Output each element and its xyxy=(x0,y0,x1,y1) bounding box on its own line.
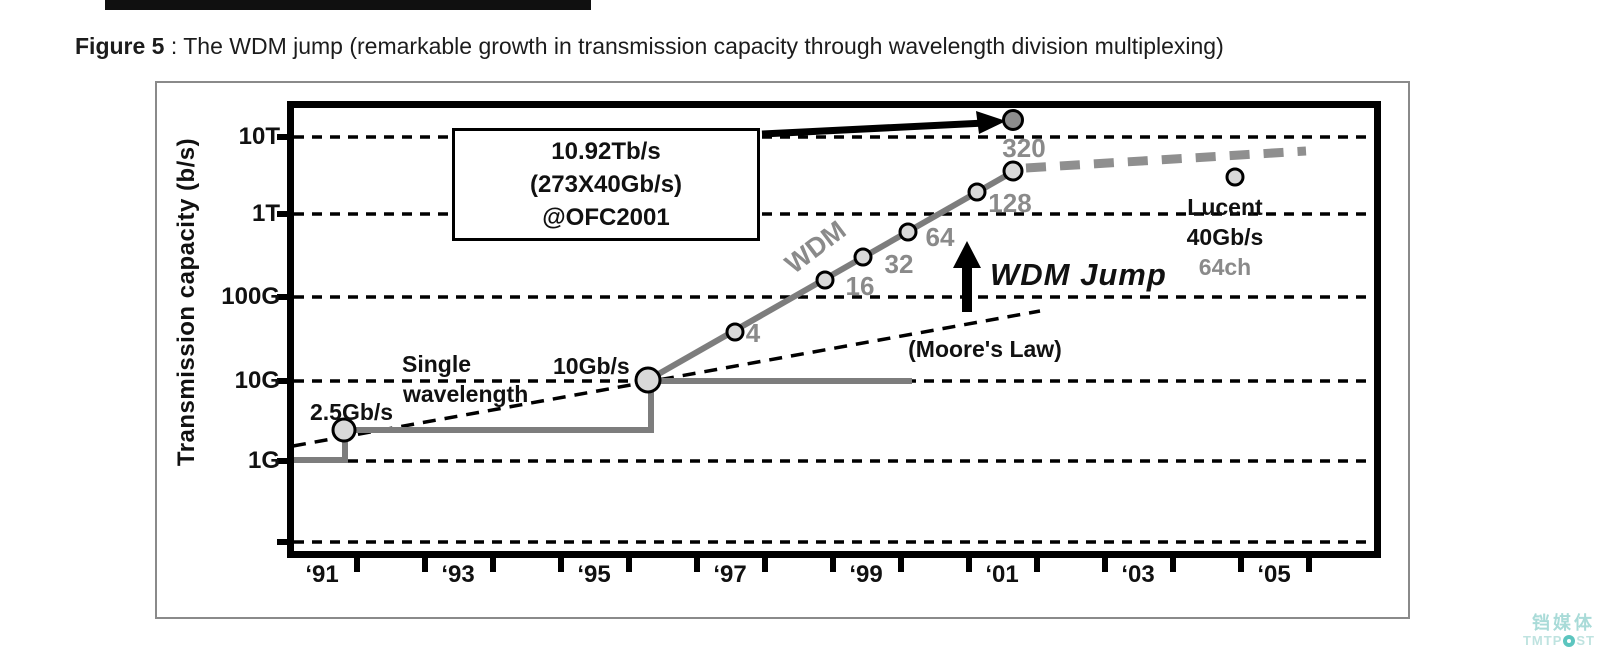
watermark-brand: TMTP ST xyxy=(1523,632,1595,649)
channel-label-320: 320 xyxy=(1002,133,1046,163)
x-tick-label-05: ‘05 xyxy=(1257,561,1291,588)
channel-label-4: 4 xyxy=(745,318,761,348)
annotation-lucent-channels: 64ch xyxy=(1198,254,1252,280)
watermark: 铛媒体 TMTP ST xyxy=(1523,613,1595,649)
data-points xyxy=(331,109,1245,443)
y-tick-label-100G: 100G xyxy=(221,283,280,310)
annotation-10gbs: 10Gb/s xyxy=(553,353,630,379)
point-4ch xyxy=(725,322,745,342)
cropped-text-bar xyxy=(105,0,591,10)
x-tick-label-91: ‘91 xyxy=(305,561,339,588)
annotation-lucent: Lucent xyxy=(1187,194,1263,220)
single-wavelength-step-line xyxy=(294,378,912,463)
point-16ch xyxy=(815,270,835,290)
annotation-2.5gbs: 2.5Gb/s xyxy=(310,399,394,425)
point-128ch xyxy=(967,182,987,202)
callout-venue: @OFC2001 xyxy=(542,204,670,231)
callout-arrow xyxy=(761,111,1006,138)
y-tick-label-1T: 1T xyxy=(251,200,280,227)
plot-border xyxy=(287,101,1381,558)
channel-label-16: 16 xyxy=(845,271,875,301)
annotation-lucent-rate: 40Gb/s xyxy=(1186,224,1264,250)
watermark-o-icon xyxy=(1563,634,1576,647)
figure-caption-label: Figure 5 xyxy=(75,33,165,59)
y-tick-label-10T: 10T xyxy=(238,123,280,150)
x-tick-label-03: ‘03 xyxy=(1121,561,1155,588)
annotation-wdm-jump: WDM Jump xyxy=(990,257,1167,292)
point-lucent xyxy=(1225,167,1245,187)
annotation-wavelength: wavelength xyxy=(403,381,529,407)
x-tick-label-93: ‘93 xyxy=(441,561,475,588)
annotation-single: Single xyxy=(402,351,472,377)
watermark-brand-post: ST xyxy=(1576,633,1595,648)
y-ticks xyxy=(277,134,288,545)
figure-caption-text: : The WDM jump (remarkable growth in tra… xyxy=(164,33,1224,59)
wdm-jump-arrow-icon xyxy=(953,241,981,312)
point-64ch xyxy=(898,222,918,242)
figure-caption: Figure 5 : The WDM jump (remarkable grow… xyxy=(75,33,1224,60)
point-10G xyxy=(634,366,662,394)
point-record-10.92T xyxy=(1002,109,1024,131)
y-tick-label-1G: 1G xyxy=(247,447,280,474)
record-callout-box: 10.92Tb/s (273X40Gb/s) @OFC2001 xyxy=(452,128,760,241)
channel-label-64: 64 xyxy=(925,222,955,252)
x-tick-label-01: ‘01 xyxy=(985,561,1019,588)
callout-configuration: (273X40Gb/s) xyxy=(529,171,683,198)
x-tick-label-97: ‘97 xyxy=(713,561,747,588)
gridlines xyxy=(294,135,1374,544)
y-tick-label-10G: 10G xyxy=(234,367,280,394)
x-tick-label-95: ‘95 xyxy=(577,561,611,588)
callout-capacity: 10.92Tb/s xyxy=(551,138,661,165)
point-2.5G xyxy=(331,417,357,443)
point-320ch xyxy=(1002,160,1024,182)
point-32ch xyxy=(853,247,873,267)
wdm-projection-dashed-line xyxy=(1025,146,1307,173)
watermark-brand-pre: TMTP xyxy=(1522,633,1563,648)
figure-frame xyxy=(155,81,1410,619)
annotation-moores-law: (Moore's Law) xyxy=(908,336,1062,362)
x-tick-label-99: ‘99 xyxy=(849,561,883,588)
channel-label-32: 32 xyxy=(884,249,914,279)
watermark-cjk: 铛媒体 xyxy=(1532,613,1595,633)
channel-label-128: 128 xyxy=(988,188,1032,218)
x-ticks xyxy=(354,558,1312,572)
